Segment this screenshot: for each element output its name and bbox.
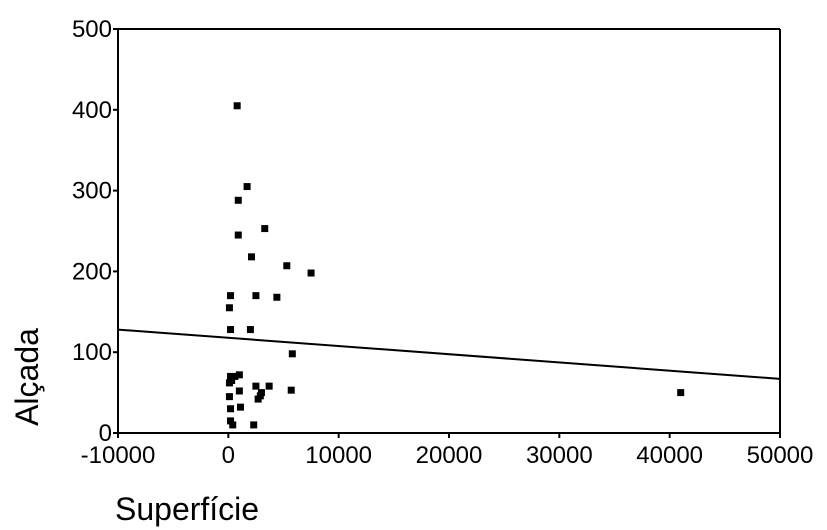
scatter-point (233, 102, 241, 110)
y-tick-label: 300 (72, 178, 112, 205)
scatter-point (252, 382, 260, 390)
y-ticks: 0 100 200 300 400 500 (72, 16, 118, 447)
scatter-point (246, 326, 254, 334)
scatter-point (225, 393, 233, 401)
scatter-point (234, 196, 242, 204)
scatter-point (307, 269, 315, 277)
y-tick-label: 0 (99, 420, 112, 447)
x-axis-label: Superfície (115, 491, 259, 527)
scatter-point (231, 372, 239, 380)
y-axis-label: Alçada (9, 328, 45, 426)
scatter-point (243, 183, 251, 191)
scatter-point (225, 304, 233, 312)
scatter-point (227, 372, 235, 380)
y-tick-label: 200 (72, 258, 112, 285)
x-tick-label: 0 (222, 442, 235, 469)
scatter-point (235, 371, 243, 379)
y-tick-label: 500 (72, 16, 112, 43)
data-points (225, 102, 685, 429)
scatter-point (273, 293, 281, 301)
x-tick-label: 40000 (636, 442, 703, 469)
x-ticks: -10000 0 10000 20000 30000 40000 50000 (81, 433, 814, 469)
x-tick-label: 50000 (747, 442, 814, 469)
x-tick-label: -10000 (81, 442, 156, 469)
scatter-point (265, 382, 273, 390)
scatter-point (677, 389, 685, 397)
scatter-point (227, 292, 235, 300)
fit-line (117, 328, 781, 380)
scatter-point (227, 417, 235, 425)
y-tick-label: 400 (72, 97, 112, 124)
x-tick-label: 30000 (526, 442, 593, 469)
x-tick-label: 20000 (416, 442, 483, 469)
scatter-point (229, 421, 237, 429)
y-tick-label: 100 (72, 339, 112, 366)
scatter-point (227, 405, 235, 413)
scatter-point (236, 403, 244, 411)
scatter-point (261, 225, 269, 233)
scatter-point (250, 421, 258, 429)
scatter-point (252, 292, 260, 300)
x-tick-label: 10000 (305, 442, 372, 469)
scatter-point (227, 326, 235, 334)
scatter-point (287, 386, 295, 394)
scatter-point (235, 387, 243, 395)
scatter-point (234, 231, 242, 239)
scatter-point (254, 395, 262, 403)
scatter-point (248, 253, 256, 261)
scatter-point (288, 350, 296, 358)
scatter-point (283, 262, 291, 270)
scatter-point (225, 379, 233, 387)
